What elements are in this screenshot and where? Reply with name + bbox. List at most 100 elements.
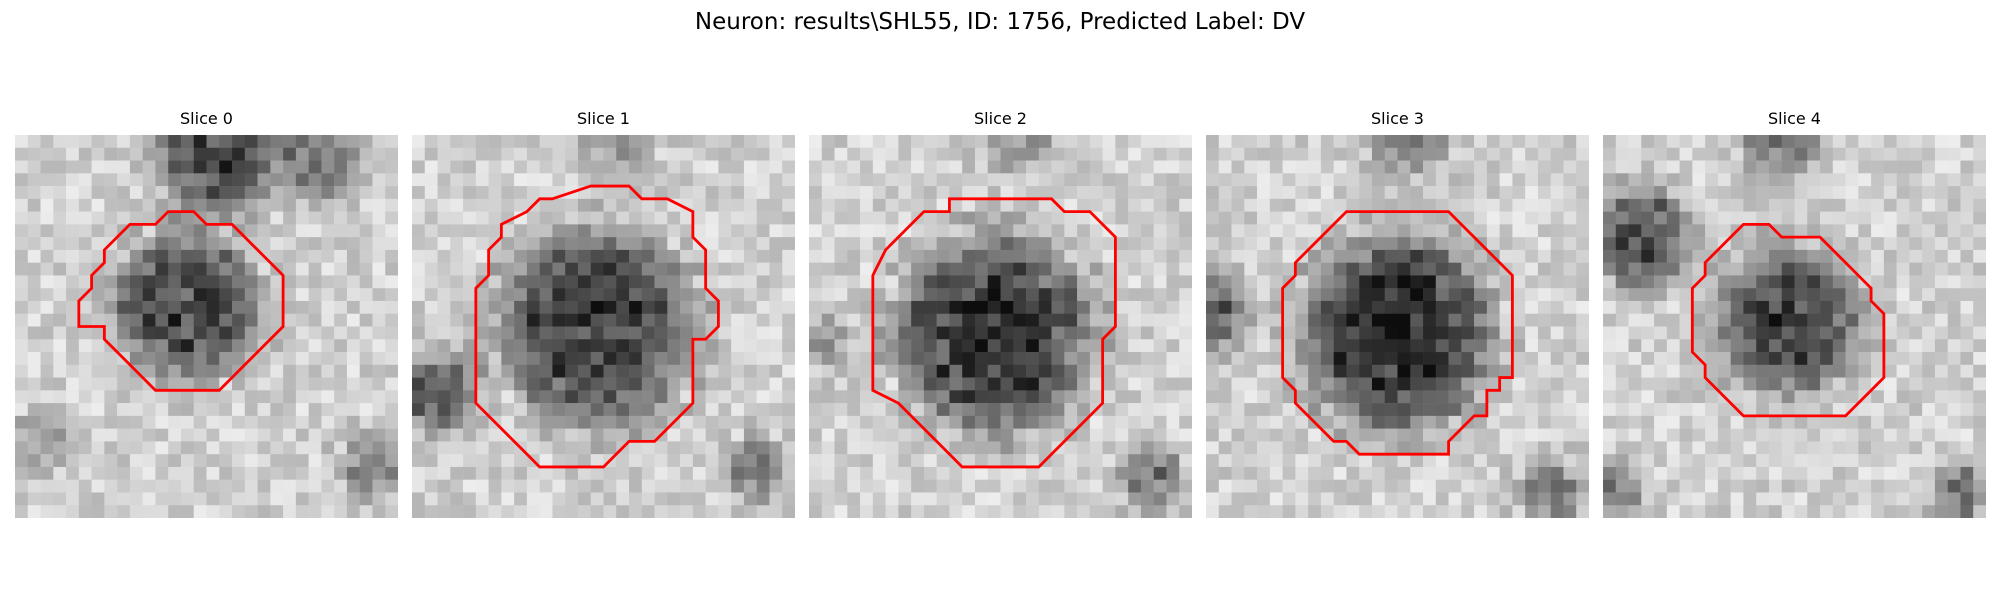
pixel: [1858, 364, 1872, 378]
pixel: [1346, 377, 1360, 391]
pixel: [1269, 160, 1283, 174]
pixel: [667, 339, 681, 353]
pixel: [91, 479, 105, 493]
pixel: [412, 249, 426, 263]
pixel: [821, 198, 835, 212]
pixel: [437, 364, 451, 378]
pixel: [1858, 313, 1872, 327]
pixel: [1384, 492, 1398, 506]
pixel: [962, 249, 976, 263]
pixel: [872, 288, 886, 302]
pixel: [385, 428, 398, 442]
pixel: [283, 275, 297, 289]
pixel: [66, 249, 80, 263]
pixel: [1064, 173, 1078, 187]
pixel: [385, 326, 398, 340]
pixel: [1512, 352, 1526, 366]
pixel: [78, 173, 92, 187]
pixel: [1960, 364, 1974, 378]
pixel: [463, 198, 477, 212]
pixel: [1333, 275, 1347, 289]
pixel: [15, 135, 29, 149]
pixel: [1960, 147, 1974, 161]
pixel: [117, 275, 131, 289]
pixel: [1858, 415, 1872, 429]
pixel: [1666, 288, 1680, 302]
pixel: [1435, 211, 1449, 225]
pixel: [539, 441, 553, 455]
pixel: [78, 364, 92, 378]
pixel: [1615, 339, 1629, 353]
pixel: [1768, 160, 1782, 174]
pixel: [1628, 505, 1642, 518]
pixel: [1845, 275, 1859, 289]
pixel: [53, 352, 67, 366]
pixel: [552, 135, 566, 149]
pixel: [987, 173, 1001, 187]
pixel: [1308, 275, 1322, 289]
pixel: [1922, 326, 1936, 340]
pixel: [1781, 262, 1795, 276]
pixel: [1537, 186, 1551, 200]
pixel: [53, 300, 67, 314]
pixel: [809, 441, 823, 455]
pixel: [847, 249, 861, 263]
pixel: [1832, 352, 1846, 366]
pixel: [1576, 352, 1589, 366]
pixel: [1692, 377, 1706, 391]
pixel: [1679, 186, 1693, 200]
pixel: [1206, 492, 1220, 506]
pixel: [1218, 326, 1232, 340]
pixel: [501, 339, 515, 353]
pixel: [1628, 466, 1642, 480]
pixel: [53, 135, 67, 149]
pixel: [1474, 211, 1488, 225]
pixel: [1051, 173, 1065, 187]
pixel: [1269, 211, 1283, 225]
pixel: [1089, 364, 1103, 378]
pixel: [1756, 377, 1770, 391]
pixel: [565, 441, 579, 455]
pixel: [1295, 275, 1309, 289]
pixel: [1320, 288, 1334, 302]
pixel: [257, 198, 271, 212]
pixel: [603, 198, 617, 212]
pixel: [1089, 441, 1103, 455]
pixel: [911, 173, 925, 187]
pixel: [1525, 249, 1539, 263]
pixel: [424, 249, 438, 263]
pixel: [1320, 377, 1334, 391]
pixel: [475, 415, 489, 429]
pixel: [756, 492, 770, 506]
pixel: [346, 326, 360, 340]
pixel: [104, 211, 118, 225]
pixel: [155, 415, 169, 429]
pixel: [872, 313, 886, 327]
pixel: [847, 428, 861, 442]
pixel: [308, 211, 322, 225]
pixel: [885, 147, 899, 161]
pixel: [1140, 249, 1154, 263]
pixel: [1140, 492, 1154, 506]
pixel: [898, 377, 912, 391]
pixel: [1628, 403, 1642, 417]
pixel: [1128, 428, 1142, 442]
pixel: [1717, 288, 1731, 302]
pixel: [15, 198, 29, 212]
pixel: [1359, 249, 1373, 263]
pixel: [1371, 249, 1385, 263]
pixel: [577, 466, 591, 480]
pixel: [385, 352, 398, 366]
pixel: [1140, 173, 1154, 187]
pixel: [705, 135, 719, 149]
pixel: [66, 262, 80, 276]
pixel: [962, 403, 976, 417]
pixel: [1654, 390, 1668, 404]
pixel: [1435, 377, 1449, 391]
pixel: [1666, 249, 1680, 263]
pixel: [962, 339, 976, 353]
pixel: [1115, 441, 1129, 455]
pixel: [834, 160, 848, 174]
pixel: [1973, 224, 1986, 238]
pixel: [705, 441, 719, 455]
